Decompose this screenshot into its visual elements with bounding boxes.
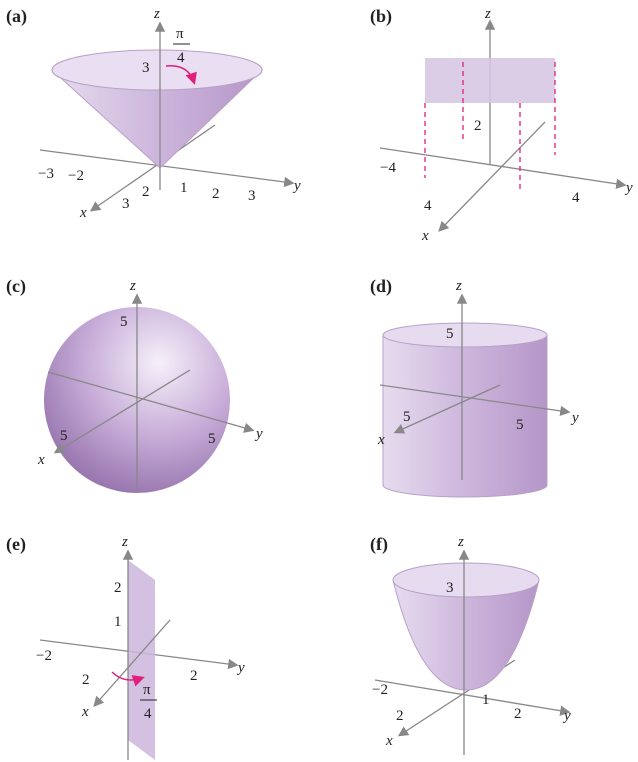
z-label: z	[129, 278, 136, 294]
y-label: y	[236, 660, 245, 676]
plane	[128, 560, 155, 760]
z-label: z	[457, 534, 464, 550]
tick-label: −2	[36, 648, 52, 664]
tick-label: 5	[208, 431, 216, 447]
panel-c: (c) z y x 5 5 5	[6, 276, 263, 493]
y-label: y	[570, 410, 579, 426]
tick-label: 5	[403, 409, 411, 425]
tick-label: 5	[60, 428, 68, 444]
tick-label: 2	[190, 668, 198, 684]
tick-label: 2	[142, 184, 150, 200]
tick-label: 1	[114, 614, 122, 630]
z-label: z	[121, 534, 128, 550]
panel-e: (e) z y x 2 1 −2 2 2 π 4	[6, 534, 245, 760]
panel-d: (d) z y x 5 5 5	[370, 276, 579, 497]
panel-label: (c)	[6, 276, 26, 297]
x-label: x	[377, 432, 385, 448]
tick-label: 5	[120, 314, 128, 330]
plane	[425, 58, 555, 103]
y-label: y	[624, 180, 633, 196]
tick-label: 4	[572, 190, 580, 206]
z-label: z	[484, 6, 491, 22]
tick-label: 3	[122, 196, 130, 212]
tick-label: 3	[142, 60, 150, 76]
x-label: x	[385, 733, 393, 749]
panel-label: (a)	[6, 6, 27, 27]
x-label: x	[79, 205, 87, 221]
tick-label: −2	[68, 168, 84, 184]
panel-label: (b)	[370, 6, 392, 27]
tick-label: 5	[516, 417, 524, 433]
tick-label: 2	[514, 706, 522, 722]
tick-label: 2	[114, 580, 122, 596]
tick-label: 2	[474, 118, 482, 134]
angle-numerator: π	[143, 682, 151, 698]
angle-numerator: π	[176, 26, 184, 42]
tick-label: 2	[212, 186, 220, 202]
tick-label: −2	[372, 682, 388, 698]
x-label: x	[37, 452, 45, 468]
paraboloid-top	[393, 563, 539, 597]
panel-f: (f) z y x 3 −2 1 2 2	[370, 534, 571, 755]
tick-label: −3	[38, 166, 54, 182]
panel-label: (e)	[6, 534, 26, 555]
x-label: x	[421, 228, 429, 244]
tick-label: 3	[248, 188, 256, 204]
panel-label: (f)	[370, 534, 388, 555]
z-label: z	[455, 278, 462, 294]
cone-top	[52, 50, 262, 90]
y-label: y	[562, 708, 571, 724]
figure: (a) z y x 3 −3 −2 2 1 2 3 3 π 4 (b) z y …	[0, 0, 638, 762]
x-label: x	[81, 704, 89, 720]
x-axis	[440, 122, 545, 230]
tick-label: 2	[82, 672, 90, 688]
y-label: y	[254, 426, 263, 442]
panel-b: (b) z y x 2 −4 4 4	[370, 6, 633, 244]
tick-label: 3	[446, 580, 454, 596]
z-label: z	[153, 6, 160, 22]
tick-label: 5	[446, 326, 454, 342]
tick-label: 1	[180, 180, 188, 196]
tick-label: 1	[482, 692, 490, 708]
cylinder-top	[383, 323, 547, 347]
tick-label: −4	[380, 160, 396, 176]
tick-label: 2	[396, 708, 404, 724]
tick-label: 4	[424, 198, 432, 214]
panel-a: (a) z y x 3 −3 −2 2 1 2 3 3 π 4	[6, 6, 301, 221]
y-label: y	[292, 178, 301, 194]
panel-label: (d)	[370, 276, 392, 297]
angle-denominator: 4	[144, 706, 152, 722]
angle-denominator: 4	[177, 50, 185, 66]
